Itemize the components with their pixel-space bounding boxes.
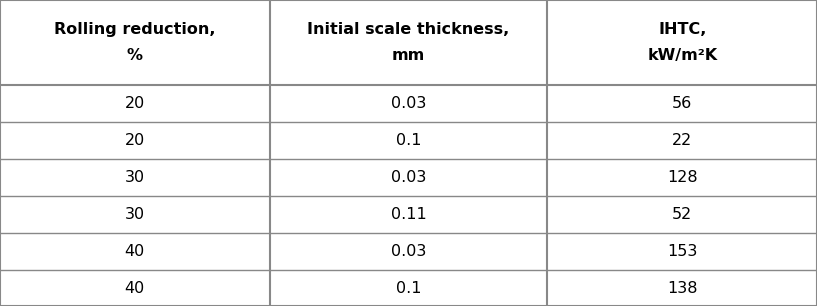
Text: 128: 128 bbox=[667, 170, 698, 185]
Text: 20: 20 bbox=[125, 133, 145, 148]
Text: 0.03: 0.03 bbox=[391, 170, 426, 185]
Text: 22: 22 bbox=[672, 133, 692, 148]
Text: Rolling reduction,: Rolling reduction, bbox=[54, 22, 216, 37]
Text: 0.03: 0.03 bbox=[391, 96, 426, 111]
Text: 153: 153 bbox=[667, 244, 698, 259]
Text: 30: 30 bbox=[125, 207, 145, 222]
Text: Initial scale thickness,: Initial scale thickness, bbox=[307, 22, 510, 37]
Text: kW/m²K: kW/m²K bbox=[647, 48, 717, 63]
Text: 56: 56 bbox=[672, 96, 692, 111]
Text: IHTC,: IHTC, bbox=[658, 22, 707, 37]
Text: 0.11: 0.11 bbox=[391, 207, 426, 222]
Text: 138: 138 bbox=[667, 281, 698, 296]
Text: 52: 52 bbox=[672, 207, 692, 222]
Text: 40: 40 bbox=[125, 281, 145, 296]
Text: 0.1: 0.1 bbox=[395, 281, 422, 296]
Text: mm: mm bbox=[392, 48, 425, 63]
Text: 20: 20 bbox=[125, 96, 145, 111]
Text: 30: 30 bbox=[125, 170, 145, 185]
Text: 40: 40 bbox=[125, 244, 145, 259]
Text: %: % bbox=[127, 48, 143, 63]
Text: 0.03: 0.03 bbox=[391, 244, 426, 259]
Text: 0.1: 0.1 bbox=[395, 133, 422, 148]
